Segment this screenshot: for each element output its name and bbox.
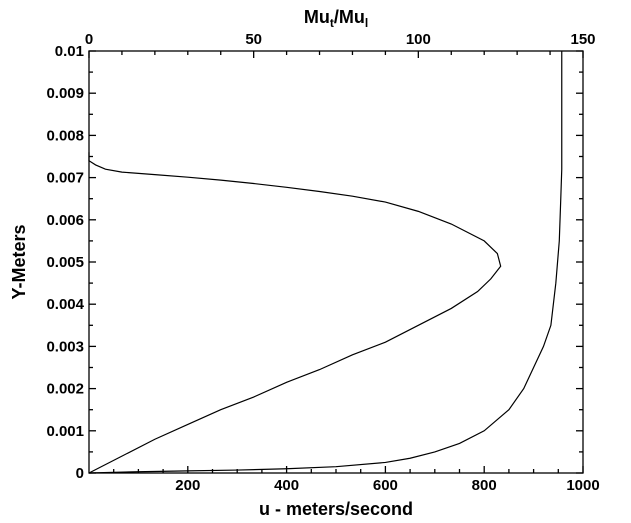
top-axis-title-slash: /Mu bbox=[334, 7, 365, 27]
y-tick-label: 0.01 bbox=[55, 43, 84, 60]
top-tick-label: 100 bbox=[406, 31, 431, 48]
x-tick-label: 1000 bbox=[566, 477, 599, 494]
top-axis-title-main: Mu bbox=[304, 7, 330, 27]
plot-frame bbox=[88, 50, 584, 474]
top-tick-label: 0 bbox=[85, 31, 93, 48]
y-tick-label: 0.004 bbox=[46, 296, 84, 313]
series-line-2 bbox=[88, 152, 502, 474]
top-tick-label: 150 bbox=[570, 31, 595, 48]
y-tick-label: 0.007 bbox=[46, 170, 84, 187]
top-axis-title-sub2: l bbox=[365, 16, 368, 30]
series-line-1 bbox=[88, 51, 563, 474]
x-axis-title: u - meters/second bbox=[259, 499, 413, 519]
top-axis-title-sub1: t bbox=[330, 16, 334, 30]
top-tick-label: 50 bbox=[245, 31, 262, 48]
chart-marks: 200 400 600 800 1000 0 50 100 150 0 0.001 0.002 0.00… bbox=[46, 31, 599, 494]
x-tick-label: 800 bbox=[472, 477, 497, 494]
y-tick-label: 0.005 bbox=[46, 254, 84, 271]
y-tick-label: 0.003 bbox=[46, 338, 84, 355]
x-tick-label: 200 bbox=[175, 477, 200, 494]
y-tick-label: 0.002 bbox=[46, 381, 84, 398]
x-tick-label: 600 bbox=[373, 477, 398, 494]
y-tick-label: 0.001 bbox=[46, 423, 84, 440]
y-tick-label: 0.008 bbox=[46, 127, 84, 144]
y-axis-title: Y-Meters bbox=[9, 224, 29, 299]
y-tick-label: 0.006 bbox=[46, 212, 84, 229]
x-tick-label: 400 bbox=[274, 477, 299, 494]
top-axis-title: Mut/Mul bbox=[304, 7, 368, 30]
y-tick-label: 0.009 bbox=[46, 85, 84, 102]
y-tick-label: 0 bbox=[76, 465, 84, 482]
